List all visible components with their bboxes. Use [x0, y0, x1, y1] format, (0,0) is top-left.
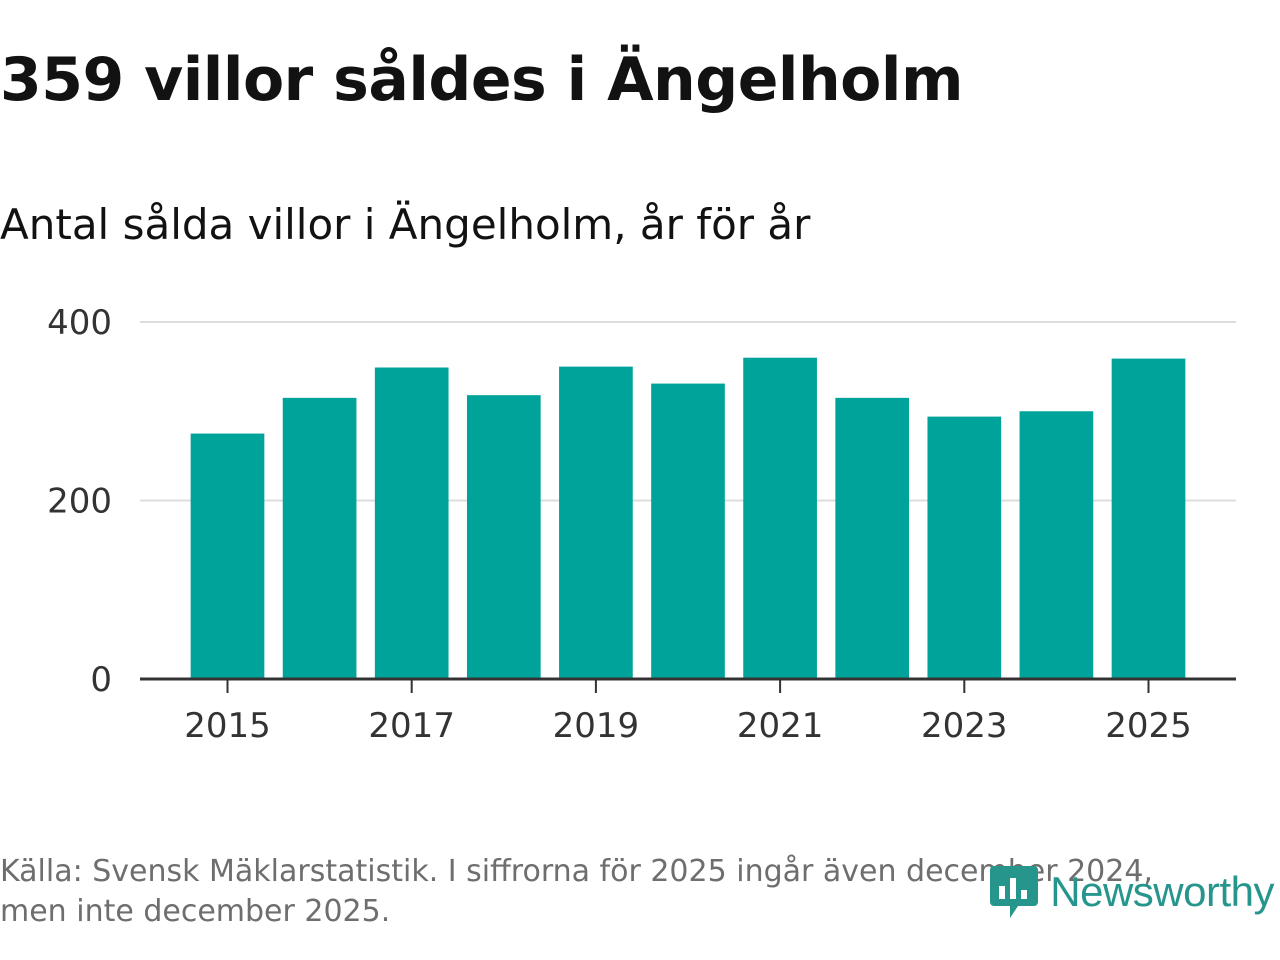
bar-2016 — [282, 397, 357, 679]
axes: 0 200 400 2015 2017 2019 2021 2023 2025 — [47, 303, 1236, 746]
x-tick-label: 2017 — [368, 706, 455, 746]
bar-2025 — [1111, 358, 1186, 679]
bar-2019 — [559, 366, 633, 679]
bar-2022 — [835, 397, 910, 679]
brand-logo: Newsworthy — [988, 862, 1274, 922]
bar-2023 — [927, 416, 1002, 679]
headline: 359 villor såldes i Ängelholm — [0, 45, 964, 115]
bar-2020 — [651, 383, 725, 679]
x-tick-label: 2019 — [553, 706, 640, 746]
bar-2024 — [1019, 411, 1094, 679]
bar-2018 — [466, 395, 541, 679]
x-tick-label: 2023 — [921, 706, 1008, 746]
x-tick-label: 2025 — [1105, 706, 1192, 746]
source-note: Källa: Svensk Mäklarstatistik. I siffror… — [0, 854, 1153, 929]
bars — [190, 357, 1186, 679]
bar-2015 — [190, 433, 265, 679]
x-tick-label: 2021 — [737, 706, 824, 746]
chart-subtitle: Antal sålda villor i Ängelholm, år för å… — [0, 200, 811, 249]
y-tick-label: 0 — [90, 660, 112, 700]
x-tick-label: 2015 — [184, 706, 271, 746]
newsworthy-logo-icon — [990, 866, 1039, 918]
brand-name: Newsworthy — [1050, 868, 1274, 915]
bar-chart: 0 200 400 2015 2017 2019 2021 2023 2025 — [47, 303, 1236, 746]
bar-2021 — [743, 357, 817, 679]
bar-2017 — [374, 367, 449, 679]
y-tick-label: 400 — [47, 303, 112, 343]
y-tick-label: 200 — [47, 482, 112, 522]
